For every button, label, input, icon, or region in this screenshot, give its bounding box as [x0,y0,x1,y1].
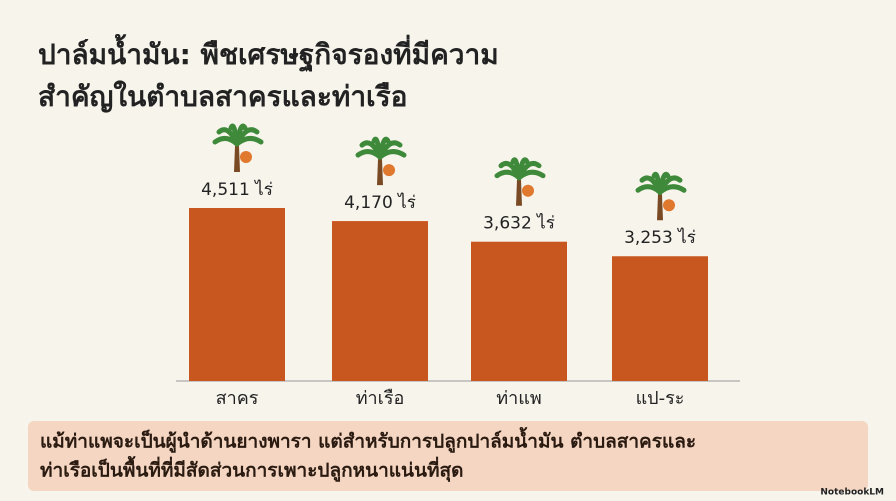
value-label: 3,632 ไร่ [483,213,555,234]
note-box [28,421,868,491]
palm-trunk [234,146,240,172]
palm-fruit [383,164,395,177]
bar [471,241,567,381]
palm-trunk [377,159,383,186]
x-tick-label: แป-ระ [636,388,685,409]
palm-icon [494,157,546,206]
palm-frond [234,136,264,147]
bar [332,221,428,381]
palm-frond [377,149,407,160]
note-text: แม้ท่าแพจะเป็นผู้นำด้านยางพารา แต่สำหรับ… [40,427,696,454]
palm-icon [212,123,264,172]
x-tick-label: ท่าแพ [496,388,541,409]
palm-fruit [240,151,252,163]
palm-fruit [522,184,534,197]
chart-title: สำคัญในตำบลสาครและท่าเรือ [38,80,407,113]
bar [189,208,285,381]
palm-trunk [516,179,522,206]
bar [612,256,708,381]
palm-trunk [657,194,663,221]
palm-fruit [663,199,675,212]
palm-frond [516,169,546,181]
value-label: 4,511 ไร่ [201,179,273,200]
value-label: 4,170 ไร่ [344,192,416,213]
value-label: 3,253 ไร่ [624,227,696,248]
chart-title: ปาล์มน้ำมัน: พืชเศรษฐกิจรองที่มีความ [38,33,499,73]
x-tick-label: สาคร [216,388,259,409]
x-tick-label: ท่าเรือ [356,388,405,409]
watermark: NotebookLM [820,488,884,498]
palm-icon [635,171,687,221]
note-text: ท่าเรือเป็นพื้นที่ที่มีสัดส่วนการเพาะปลู… [40,456,463,483]
palm-icon [355,136,407,186]
palm-frond [657,184,687,195]
